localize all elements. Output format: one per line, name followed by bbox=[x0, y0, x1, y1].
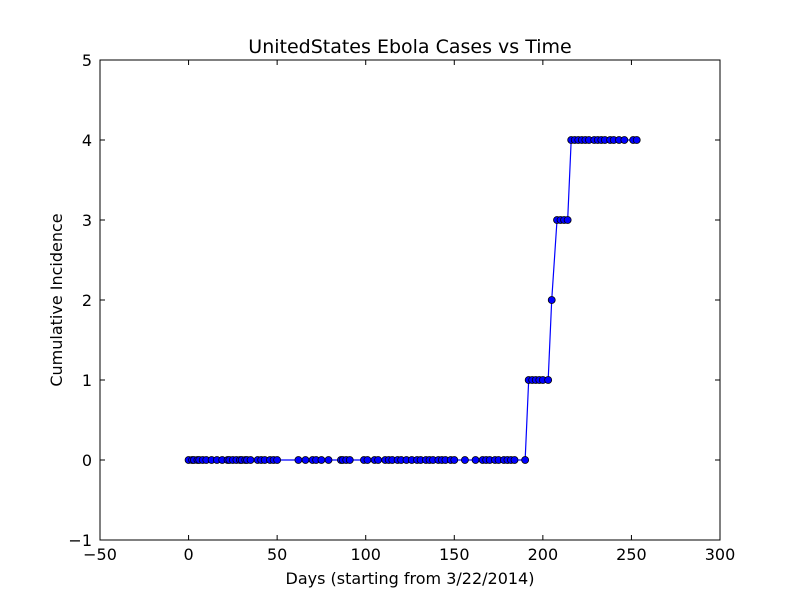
data-point bbox=[510, 456, 519, 464]
y-tick-label: 1 bbox=[82, 371, 92, 390]
x-tick-label: 250 bbox=[616, 545, 647, 564]
x-tick-label: 150 bbox=[439, 545, 470, 564]
chart-title: UnitedStates Ebola Cases vs Time bbox=[248, 36, 571, 58]
data-point bbox=[317, 456, 326, 464]
data-point bbox=[544, 376, 553, 384]
axis-ticks: −50 0 50 100 150 200 250 300 −1 0 1 2 3 4 5 bbox=[68, 51, 735, 564]
data-point bbox=[363, 456, 372, 464]
data-point bbox=[547, 296, 556, 304]
x-tick-label: 300 bbox=[705, 545, 736, 564]
data-point bbox=[273, 456, 282, 464]
data-point bbox=[461, 456, 469, 464]
data-point bbox=[521, 456, 530, 464]
y-tick-label: 0 bbox=[82, 451, 92, 470]
plot-area bbox=[184, 136, 641, 464]
data-point bbox=[450, 456, 459, 464]
data-point bbox=[301, 456, 310, 464]
data-point bbox=[374, 456, 383, 464]
data-point bbox=[563, 216, 572, 224]
data-point bbox=[471, 456, 480, 464]
data-point bbox=[324, 456, 333, 464]
data-point bbox=[345, 456, 354, 464]
data-point bbox=[246, 456, 255, 464]
y-tick-label: −1 bbox=[68, 531, 92, 550]
x-tick-label: 200 bbox=[528, 545, 559, 564]
x-tick-label: 0 bbox=[183, 545, 193, 564]
y-tick-label: 2 bbox=[82, 291, 92, 310]
y-tick-label: 3 bbox=[82, 211, 92, 230]
x-tick-label: 50 bbox=[267, 545, 287, 564]
data-point bbox=[632, 136, 641, 144]
x-tick-label: 100 bbox=[350, 545, 381, 564]
data-point bbox=[294, 456, 303, 464]
y-tick-label: 5 bbox=[82, 51, 92, 70]
data-point bbox=[620, 136, 629, 144]
x-axis-title: Days (starting from 3/22/2014) bbox=[286, 569, 535, 588]
y-axis-title: Cumulative Incidence bbox=[47, 213, 66, 386]
x-tick-label: −50 bbox=[83, 545, 117, 564]
y-tick-label: 4 bbox=[82, 131, 92, 150]
plot-frame bbox=[99, 59, 721, 541]
